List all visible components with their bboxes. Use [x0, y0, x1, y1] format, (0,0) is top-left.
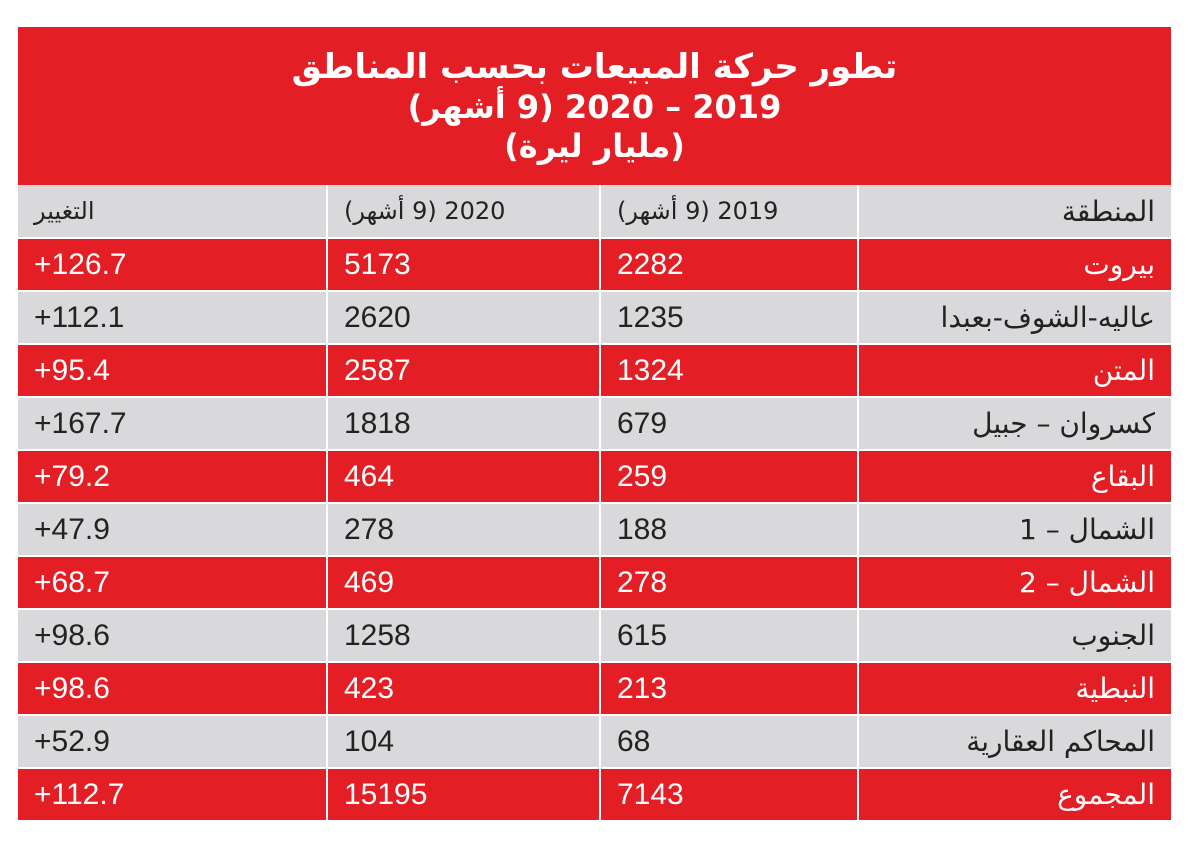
header-change: التغيير	[18, 185, 327, 239]
cell-2019: 1235	[599, 291, 858, 345]
table-row: النبطية 213 423 +98.6	[18, 662, 1171, 716]
header-2020: 2020 (9 أشهر)	[326, 185, 600, 239]
cell-region: كسروان – جبيل	[857, 397, 1171, 451]
cell-change: +112.7	[18, 768, 327, 822]
title: تطور حركة المبيعات بحسب المناطق	[291, 47, 898, 87]
cell-2019: 188	[599, 503, 858, 557]
sales-table: المنطقة 2019 (9 أشهر) 2020 (9 أشهر) التغ…	[18, 185, 1171, 822]
cell-change: +95.4	[18, 344, 327, 398]
cell-region: المجموع	[857, 768, 1171, 822]
cell-region: المحاكم العقارية	[857, 715, 1171, 769]
table-row: الشمال – 2 278 469 +68.7	[18, 556, 1171, 610]
table-row: بيروت 2282 5173 +126.7	[18, 238, 1171, 292]
cell-2020: 278	[326, 503, 600, 557]
cell-change: +98.6	[18, 609, 327, 663]
table-row: عاليه-الشوف-بعبدا 1235 2620 +112.1	[18, 291, 1171, 345]
cell-2020: 469	[326, 556, 600, 610]
cell-2019: 259	[599, 450, 858, 504]
cell-region: الشمال – 2	[857, 556, 1171, 610]
cell-2019: 7143	[599, 768, 858, 822]
cell-2019: 679	[599, 397, 858, 451]
cell-change: +52.9	[18, 715, 327, 769]
cell-change: +68.7	[18, 556, 327, 610]
cell-2020: 104	[326, 715, 600, 769]
cell-region: المتن	[857, 344, 1171, 398]
cell-region: بيروت	[857, 238, 1171, 292]
cell-2020: 2620	[326, 291, 600, 345]
cell-2019: 213	[599, 662, 858, 716]
title-block: تطور حركة المبيعات بحسب المناطق 2019 – 2…	[18, 27, 1171, 185]
table-row: كسروان – جبيل 679 1818 +167.7	[18, 397, 1171, 451]
cell-change: +79.2	[18, 450, 327, 504]
cell-change: +167.7	[18, 397, 327, 451]
header-2019: 2019 (9 أشهر)	[599, 185, 858, 239]
cell-2020: 464	[326, 450, 600, 504]
cell-2019: 2282	[599, 238, 858, 292]
cell-region: الشمال – 1	[857, 503, 1171, 557]
cell-2019: 615	[599, 609, 858, 663]
table-row: الشمال – 1 188 278 +47.9	[18, 503, 1171, 557]
cell-change: +126.7	[18, 238, 327, 292]
cell-2019: 68	[599, 715, 858, 769]
cell-change: +47.9	[18, 503, 327, 557]
subtitle-period: 2019 – 2020 (9 أشهر)	[407, 88, 782, 126]
cell-2019: 1324	[599, 344, 858, 398]
cell-region: النبطية	[857, 662, 1171, 716]
subtitle-unit: (مليار ليرة)	[504, 127, 685, 165]
cell-region: الجنوب	[857, 609, 1171, 663]
table-row: المتن 1324 2587 +95.4	[18, 344, 1171, 398]
table-row: المجموع 7143 15195 +112.7	[18, 768, 1171, 822]
table-row: الجنوب 615 1258 +98.6	[18, 609, 1171, 663]
cell-region: البقاع	[857, 450, 1171, 504]
cell-2019: 278	[599, 556, 858, 610]
cell-2020: 5173	[326, 238, 600, 292]
cell-change: +112.1	[18, 291, 327, 345]
cell-2020: 15195	[326, 768, 600, 822]
sales-table-figure: تطور حركة المبيعات بحسب المناطق 2019 – 2…	[18, 27, 1171, 822]
cell-change: +98.6	[18, 662, 327, 716]
cell-region: عاليه-الشوف-بعبدا	[857, 291, 1171, 345]
table-row: البقاع 259 464 +79.2	[18, 450, 1171, 504]
cell-2020: 1258	[326, 609, 600, 663]
cell-2020: 1818	[326, 397, 600, 451]
header-row: المنطقة 2019 (9 أشهر) 2020 (9 أشهر) التغ…	[18, 185, 1171, 239]
table-row: المحاكم العقارية 68 104 +52.9	[18, 715, 1171, 769]
cell-2020: 423	[326, 662, 600, 716]
header-region: المنطقة	[857, 185, 1171, 239]
cell-2020: 2587	[326, 344, 600, 398]
